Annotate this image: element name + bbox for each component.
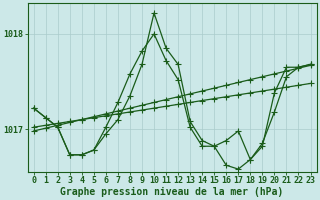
X-axis label: Graphe pression niveau de la mer (hPa): Graphe pression niveau de la mer (hPa) [60, 186, 284, 197]
